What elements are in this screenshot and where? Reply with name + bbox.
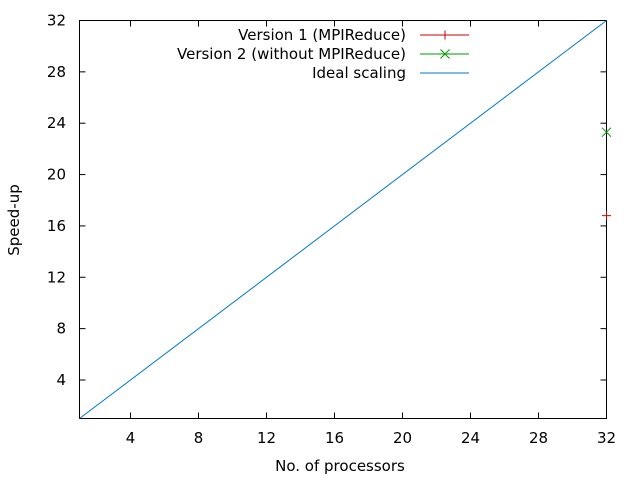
y-tick-label: 16 <box>47 217 66 235</box>
x-tick-label: 4 <box>126 429 136 447</box>
y-tick-label: 28 <box>47 63 66 81</box>
y-tick-label: 12 <box>47 268 66 286</box>
data-point-series-2 <box>601 127 612 138</box>
data-series <box>79 20 612 419</box>
legend-sample-marker <box>440 30 450 40</box>
y-tick-label: 4 <box>56 371 66 389</box>
legend-label: Version 1 (MPIReduce) <box>238 26 406 44</box>
x-tick-label: 8 <box>194 429 204 447</box>
data-point-series-1 <box>602 211 611 221</box>
x-tick-label: 28 <box>529 429 548 447</box>
y-tick-label: 8 <box>56 320 66 338</box>
x-tick-label: 12 <box>257 429 276 447</box>
legend-sample-marker <box>440 49 450 59</box>
legend-label: Ideal scaling <box>312 64 406 82</box>
legend-label: Version 2 (without MPIReduce) <box>177 45 406 63</box>
x-tick-label: 32 <box>597 429 616 447</box>
x-tick-label: 24 <box>461 429 480 447</box>
axis-ticks: 4 8 12 16 20 24 28 32 4 8 12 16 20 24 28 32 <box>47 12 616 448</box>
x-axis-label: No. of processors <box>275 457 405 475</box>
series-line-ideal-scaling <box>79 20 607 419</box>
y-axis-label: Speed-up <box>5 184 23 255</box>
y-tick-label: 20 <box>47 166 66 184</box>
x-tick-label: 20 <box>393 429 412 447</box>
y-tick-label: 24 <box>47 114 66 132</box>
legend: Version 1 (MPIReduce)Version 2 (without … <box>177 26 469 82</box>
x-tick-label: 16 <box>325 429 344 447</box>
y-tick-label: 32 <box>47 12 66 30</box>
